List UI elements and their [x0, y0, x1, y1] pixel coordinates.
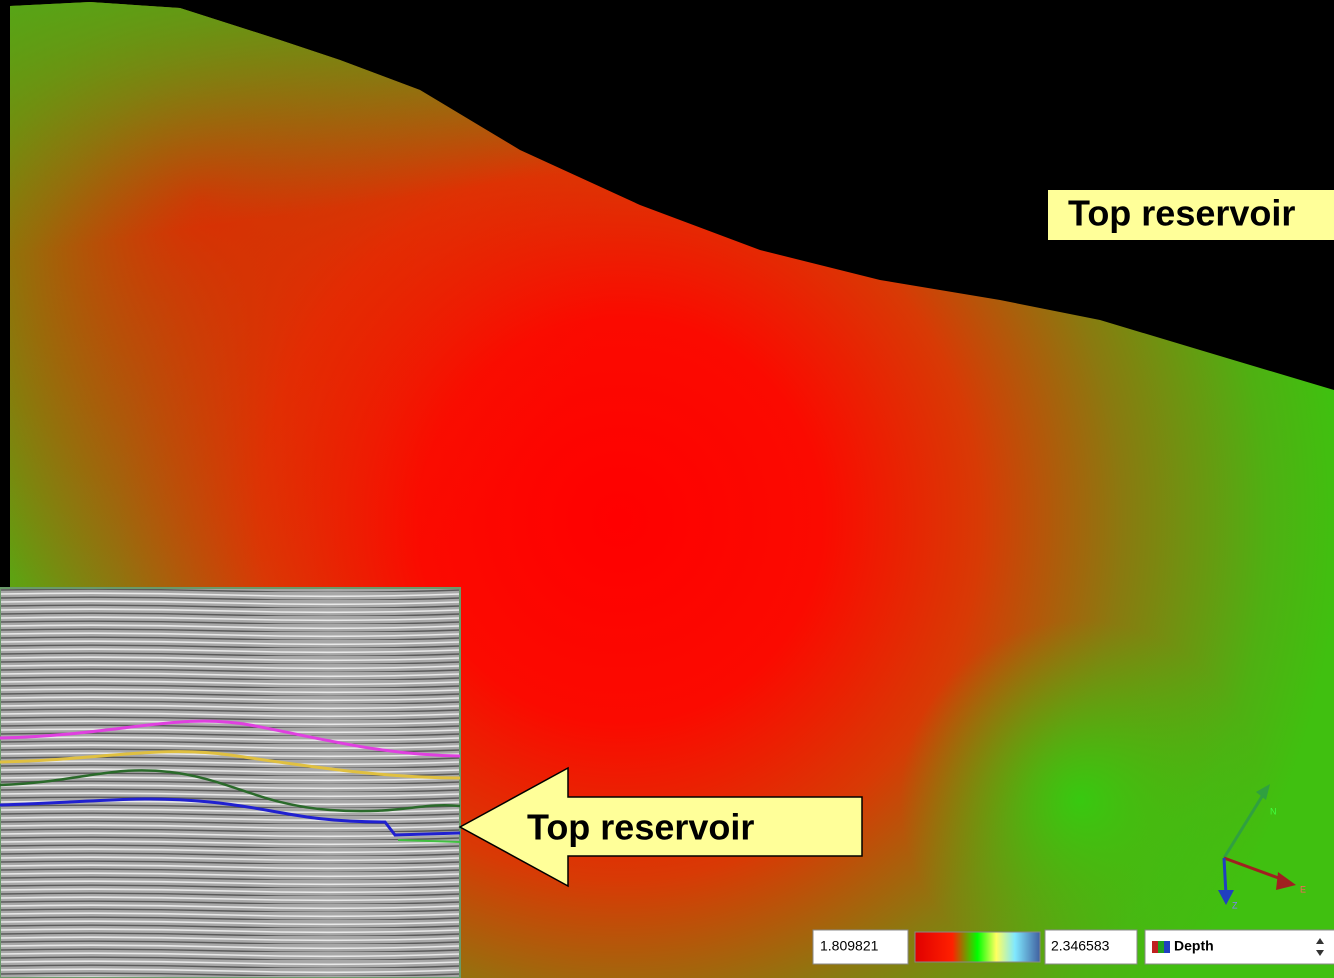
- surface-green-spot: [850, 560, 1334, 978]
- arrow: [458, 766, 863, 888]
- colorbar-min[interactable]: 1.809821: [820, 938, 879, 954]
- attribute-dropdown[interactable]: [1144, 929, 1334, 965]
- axis-label: N: [1270, 806, 1277, 816]
- attribute-name: Depth: [1174, 938, 1214, 954]
- seismic-inset: [0, 587, 461, 978]
- callout-text: Top reservoir: [1068, 193, 1295, 234]
- colorbar-widget: 1.809821 2.346583 Depth: [812, 929, 1334, 965]
- axis-label: E: [1300, 884, 1306, 894]
- callout-box: [1048, 190, 1334, 240]
- axis-triad: N E Z: [1218, 784, 1306, 910]
- colorbar-gradient[interactable]: [914, 931, 1041, 963]
- axis-label: Z: [1232, 900, 1238, 910]
- colorbar-max[interactable]: 2.346583: [1051, 938, 1110, 954]
- arrow-text: Top reservoir: [527, 807, 754, 848]
